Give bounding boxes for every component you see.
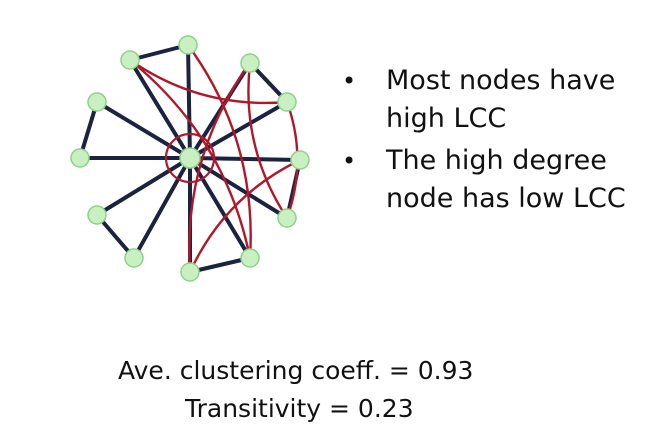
bullet-dot: • [342, 67, 357, 95]
cross-edge [247, 62, 289, 219]
graph-node [124, 248, 144, 268]
hub-node [179, 147, 201, 169]
spoke-edge [188, 156, 289, 220]
spoke-edge [128, 58, 192, 160]
spoke-edge [132, 156, 192, 260]
bullet-list: • Most nodes have high LCC • The high de… [338, 62, 643, 222]
bullet-dot: • [342, 147, 357, 175]
spoke-edge [188, 156, 252, 260]
bullet-item: • The high degree node has low LCC [338, 142, 643, 218]
cross-edge [129, 59, 288, 105]
bullet-text: Most nodes have high LCC [386, 65, 616, 134]
graph-node [277, 208, 297, 228]
bullet-text: The high degree node has low LCC [386, 145, 626, 214]
nodes [70, 35, 310, 282]
transitivity-stat: Transitivity = 0.23 [185, 394, 414, 423]
graph-node [240, 248, 260, 268]
spoke-edges [78, 43, 302, 274]
graph-node [178, 35, 198, 55]
spoke-edge [186, 43, 192, 160]
ring-edge [78, 100, 99, 160]
cross-edge [187, 44, 252, 259]
graph-node [87, 92, 107, 112]
spoke-edge [95, 156, 192, 217]
graph-node [180, 262, 200, 282]
spoke-edge [95, 100, 192, 160]
cross-edges [129, 44, 301, 273]
graph-node [70, 148, 90, 168]
cross-edge [188, 62, 251, 273]
cross-edge [129, 59, 252, 259]
hub-loop-edge [164, 132, 216, 184]
graph-node [277, 92, 297, 112]
graph-node [240, 53, 260, 73]
graph-node [120, 50, 140, 70]
graph-node [87, 205, 107, 225]
spoke-edge [188, 156, 302, 162]
ring-edge [128, 43, 190, 62]
bullet-item: • Most nodes have high LCC [338, 62, 643, 138]
graph-node [290, 150, 310, 170]
ring-edge [188, 256, 252, 274]
avg-clustering-stat: Ave. clustering coeff. = 0.93 [118, 356, 474, 385]
